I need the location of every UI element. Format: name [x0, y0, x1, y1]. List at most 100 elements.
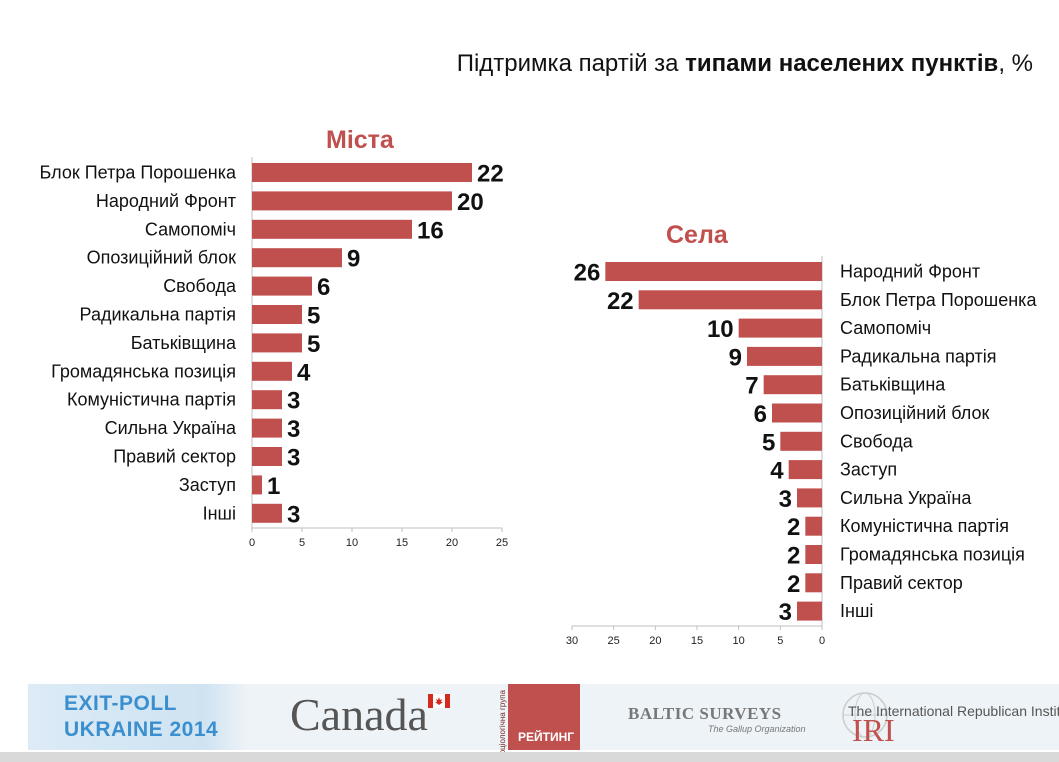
- villages-value-label: 2: [787, 571, 800, 598]
- villages-tick-label: 0: [819, 635, 825, 647]
- title-suffix: , %: [998, 50, 1033, 77]
- villages-bar: [788, 460, 822, 480]
- villages-tick-label: 25: [608, 635, 620, 647]
- cities-value-label: 3: [287, 445, 300, 472]
- title-prefix: Підтримка партій за: [456, 50, 686, 77]
- villages-bar: [772, 403, 822, 423]
- iri-globe-icon: [842, 692, 888, 738]
- villages-value-label: 2: [787, 543, 800, 570]
- cities-value-label: 9: [347, 246, 360, 273]
- villages-bar: [747, 346, 822, 366]
- cities-value-label: 5: [307, 331, 320, 358]
- villages-value-label: 9: [729, 344, 742, 371]
- reiting-subtitle: соціологічна група: [498, 690, 507, 759]
- cities-value-label: 3: [287, 501, 300, 528]
- canada-logo: Canada: [290, 689, 428, 740]
- cities-bar: [252, 276, 312, 296]
- villages-chart-title: Села: [666, 221, 728, 249]
- villages-category-label: Сильна Україна: [840, 488, 972, 508]
- villages-bar: [805, 573, 822, 593]
- cities-tick-label: 15: [396, 537, 408, 549]
- cities-chart-title: Міста: [326, 126, 394, 154]
- cities-value-label: 1: [267, 473, 280, 500]
- villages-value-label: 26: [574, 260, 601, 287]
- cities-category-label: Свобода: [163, 276, 237, 296]
- villages-bar: [805, 545, 822, 564]
- villages-value-label: 3: [779, 486, 792, 513]
- villages-value-label: 5: [762, 429, 775, 456]
- cities-category-label: Інші: [203, 503, 236, 523]
- villages-bar: [797, 601, 822, 621]
- cities-category-label: Правий сектор: [113, 447, 236, 467]
- villages-bar: [805, 516, 822, 536]
- villages-bar: [780, 431, 822, 451]
- cities-category-label: Батьківщина: [131, 333, 237, 353]
- cities-bar: [252, 248, 342, 268]
- baltic-surveys-logo: BALTIC SURVEYS: [628, 704, 782, 723]
- cities-category-label: Сильна Україна: [105, 418, 237, 438]
- villages-tick-label: 30: [566, 635, 578, 647]
- cities-bar: [252, 305, 302, 324]
- cities-value-label: 4: [297, 359, 311, 386]
- villages-category-label: Опозиційний блок: [840, 403, 989, 423]
- cities-bar: [252, 163, 472, 182]
- villages-category-label: Батьківщина: [840, 375, 946, 395]
- cities-bar: [252, 191, 452, 211]
- villages-value-label: 4: [770, 458, 784, 485]
- villages-category-label: Правий сектор: [840, 573, 963, 593]
- villages-category-label: Інші: [840, 601, 873, 621]
- villages-tick-label: 20: [649, 635, 661, 647]
- villages-category-label: Заступ: [840, 460, 897, 480]
- cities-bar: [252, 361, 292, 381]
- cities-category-label: Комуністична партія: [67, 390, 236, 410]
- villages-category-label: Комуністична партія: [840, 516, 1009, 536]
- cities-category-label: Самопоміч: [145, 219, 236, 239]
- cities-value-label: 5: [307, 303, 320, 330]
- villages-bar: [605, 262, 822, 281]
- villages-category-label: Блок Петра Порошенка: [840, 290, 1037, 310]
- cities-value-label: 20: [457, 189, 484, 216]
- cities-bar: [252, 503, 282, 523]
- cities-bar: [252, 219, 412, 239]
- cities-value-label: 22: [477, 161, 504, 188]
- page-title: Підтримка партій за типами населених пун…: [457, 50, 1033, 78]
- cities-bar: [252, 333, 302, 353]
- villages-value-label: 7: [745, 373, 758, 400]
- villages-bar: [738, 318, 822, 338]
- exit-poll-line1: EXIT-POLL: [64, 692, 178, 715]
- gallup-caption: The Gallup Organization: [708, 724, 806, 734]
- villages-category-label: Самопоміч: [840, 318, 931, 338]
- canada-flag-icon: [428, 694, 450, 708]
- villages-category-label: Громадянська позиція: [840, 545, 1025, 565]
- reiting-label: РЕЙТИНГ: [518, 730, 575, 744]
- iri-full-name: The International Republican Institute: [848, 703, 1059, 719]
- villages-category-label: Свобода: [840, 431, 914, 451]
- villages-value-label: 6: [754, 401, 767, 428]
- villages-value-label: 10: [707, 316, 734, 343]
- villages-value-label: 3: [779, 599, 792, 626]
- cities-category-label: Опозиційний блок: [87, 248, 236, 268]
- cities-bar: [252, 390, 282, 410]
- villages-tick-label: 15: [691, 635, 703, 647]
- cities-tick-label: 0: [249, 537, 255, 549]
- exit-poll-logo: EXIT-POLL UKRAINE 2014: [28, 684, 248, 750]
- villages-tick-label: 10: [733, 635, 745, 647]
- exit-poll-line2: UKRAINE 2014: [64, 718, 219, 741]
- cities-tick-label: 10: [346, 537, 358, 549]
- cities-value-label: 6: [317, 274, 330, 301]
- villages-bar: [763, 375, 822, 395]
- villages-category-label: Народний Фронт: [840, 262, 980, 282]
- cities-category-label: Заступ: [179, 475, 236, 495]
- cities-tick-label: 5: [299, 537, 305, 549]
- cities-value-label: 16: [417, 217, 444, 244]
- reiting-logo: РЕЙТИНГ: [508, 684, 580, 750]
- villages-tick-label: 5: [777, 635, 783, 647]
- cities-category-label: Громадянська позиція: [51, 361, 236, 381]
- cities-category-label: Блок Петра Порошенка: [40, 163, 237, 183]
- bottom-edge: [0, 752, 1059, 762]
- cities-bar: [252, 418, 282, 438]
- villages-bar: [797, 488, 822, 508]
- iri-abbreviation: IRI: [852, 712, 895, 748]
